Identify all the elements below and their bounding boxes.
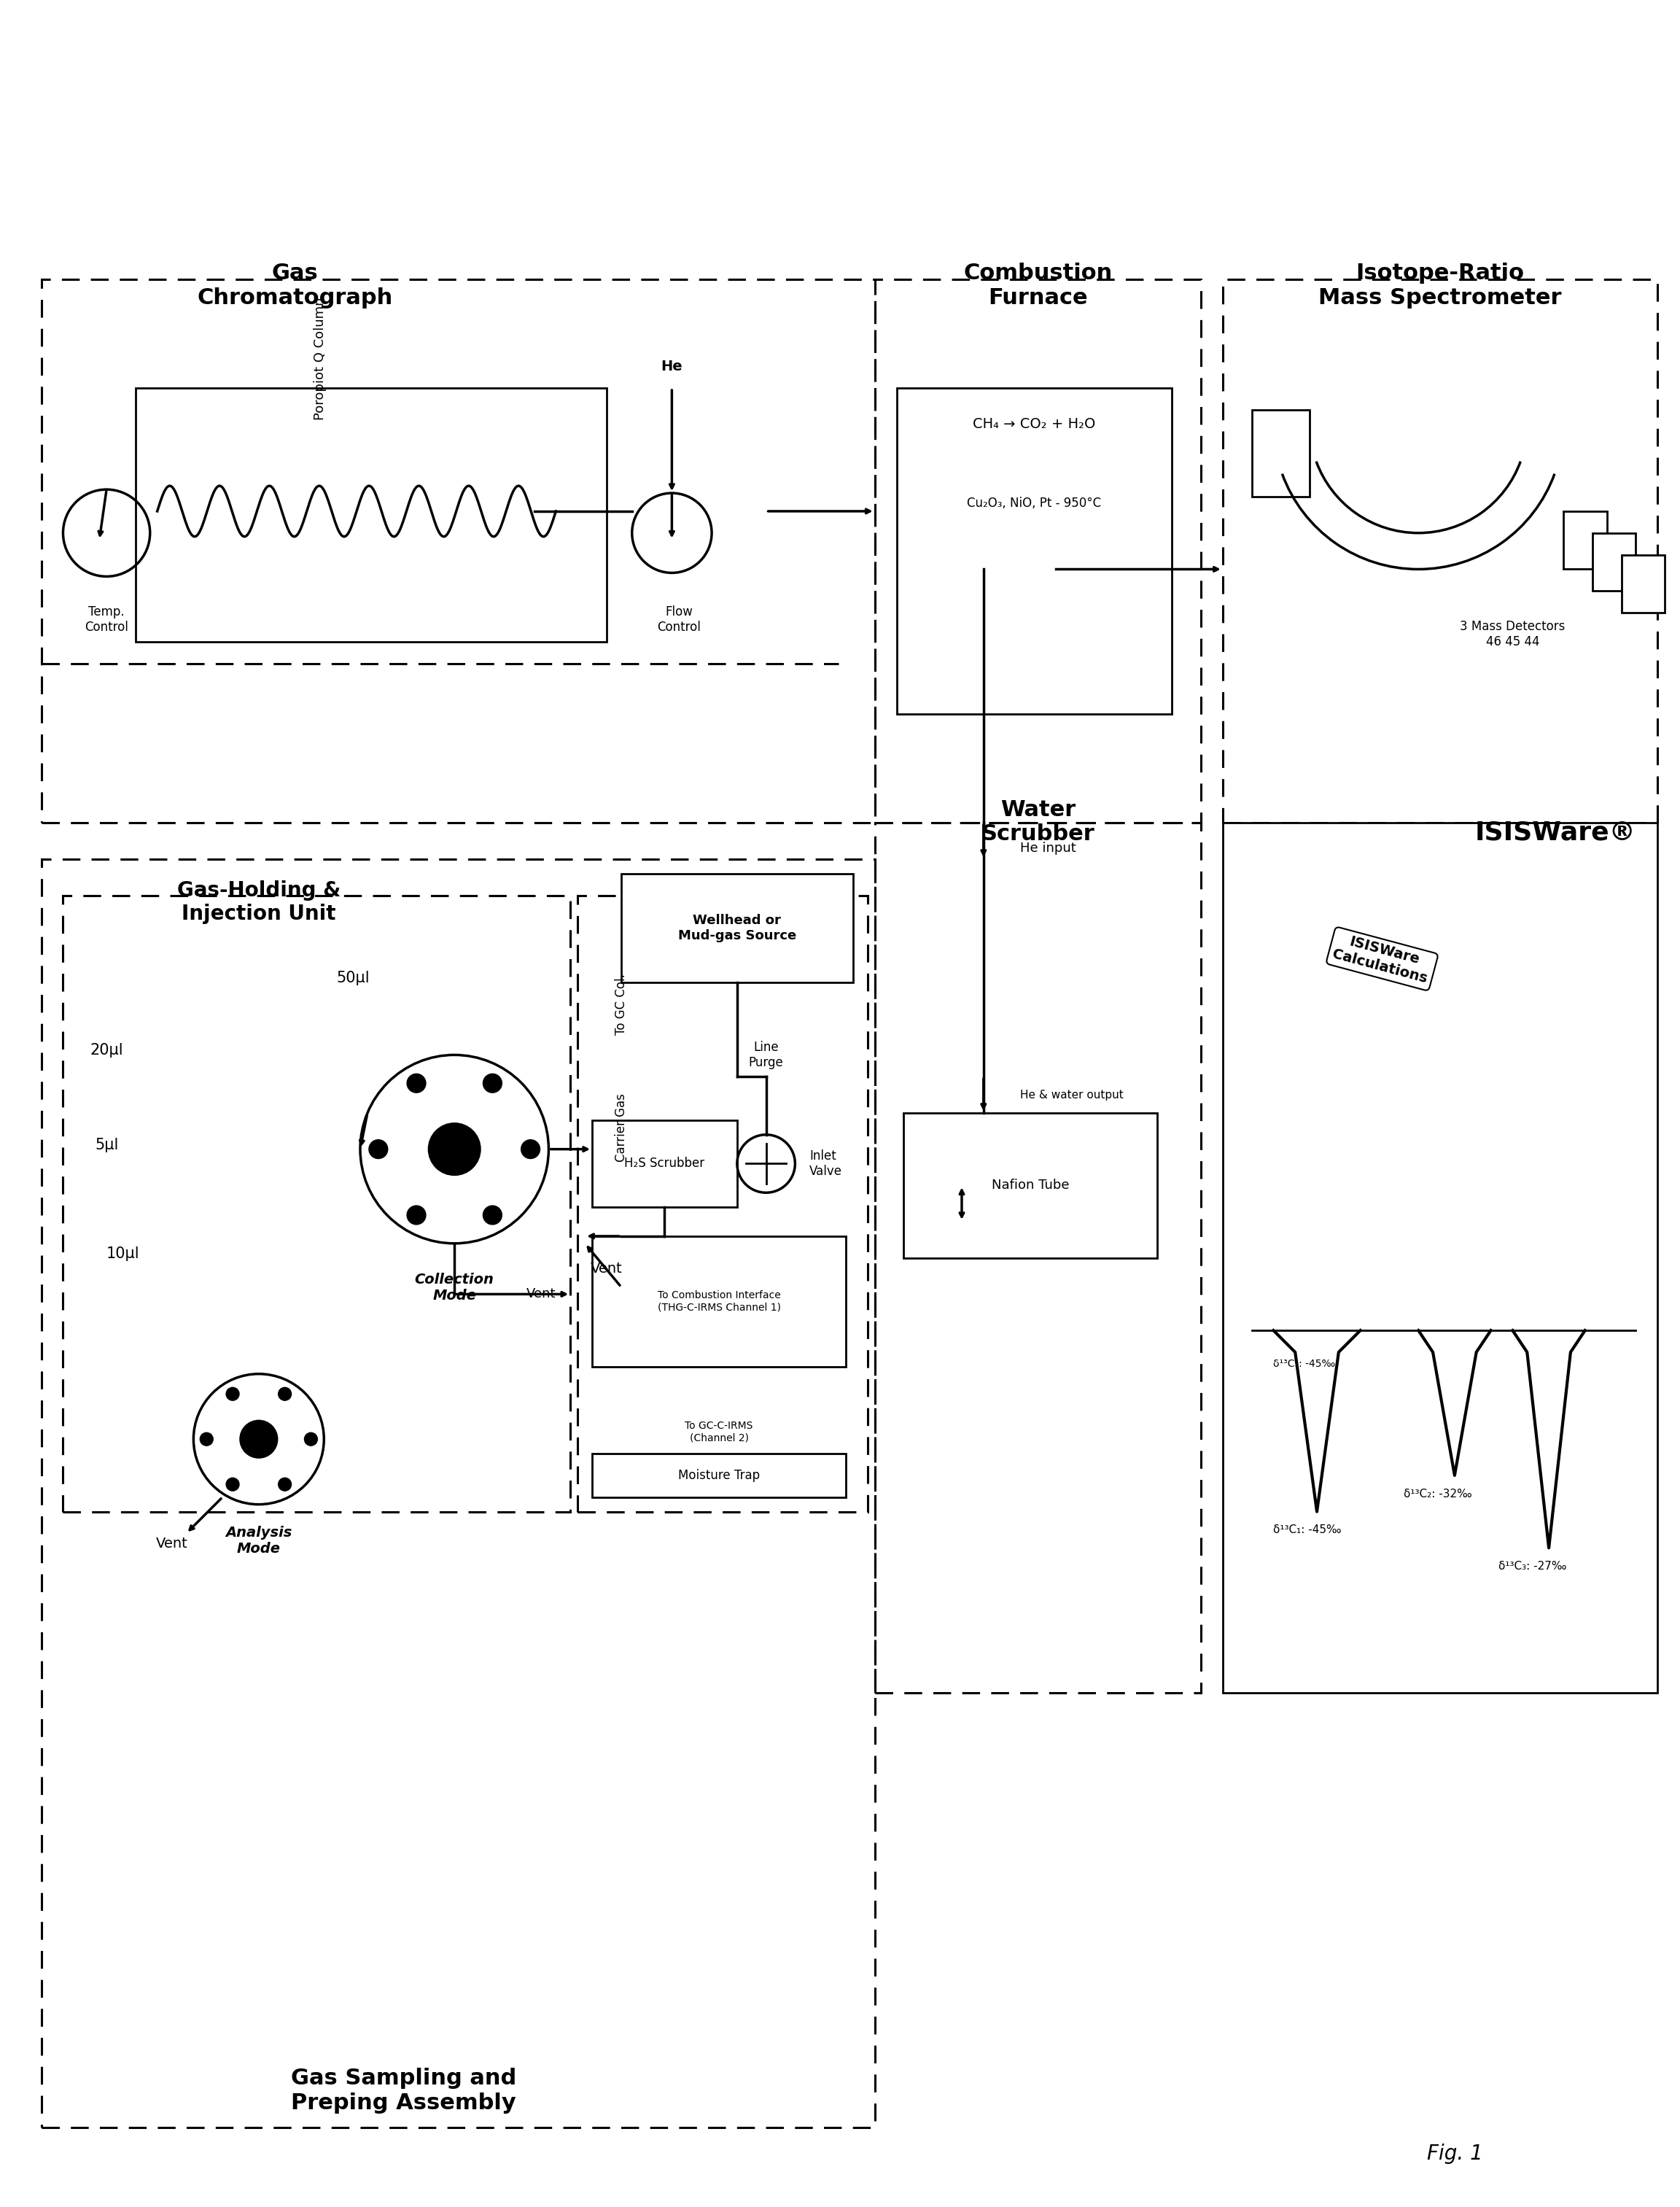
Text: Carrier Gas: Carrier Gas (615, 1092, 628, 1161)
Text: He input: He input (1020, 841, 1075, 854)
Text: Nafion Tube: Nafion Tube (991, 1179, 1070, 1192)
Text: 20μl: 20μl (91, 1044, 123, 1057)
Text: δ¹³C₁: -45‰: δ¹³C₁: -45‰ (1273, 1360, 1336, 1368)
Text: Flow
Control: Flow Control (657, 605, 701, 633)
Text: Wellhead or
Mud-gas Source: Wellhead or Mud-gas Source (679, 914, 796, 942)
Bar (1621, 554, 1665, 614)
Bar (64, 896, 571, 1512)
Bar (1564, 512, 1606, 569)
Text: 50μl: 50μl (336, 971, 370, 984)
Bar (591, 1454, 845, 1496)
Circle shape (521, 1139, 539, 1159)
Text: To Combustion Interface
(THG-C-IRMS Channel 1): To Combustion Interface (THG-C-IRMS Chan… (657, 1291, 781, 1313)
Text: Gas
Chromatograph: Gas Chromatograph (197, 263, 393, 309)
Circle shape (279, 1388, 291, 1401)
Bar (591, 1236, 845, 1366)
Bar (622, 874, 853, 982)
Text: Temp.
Control: Temp. Control (84, 605, 128, 633)
Bar (42, 280, 875, 823)
Text: Moisture Trap: Moisture Trap (679, 1470, 759, 1481)
Text: 5μl: 5μl (94, 1137, 118, 1152)
Text: H₂S Scrubber: H₂S Scrubber (625, 1156, 704, 1170)
Bar (1223, 280, 1658, 823)
Text: He & water output: He & water output (1020, 1090, 1124, 1101)
Text: Water
Scrubber: Water Scrubber (981, 799, 1095, 845)
Bar (136, 388, 606, 642)
Text: Gas-Holding &
Injection Unit: Gas-Holding & Injection Unit (176, 881, 341, 925)
Bar (875, 823, 1201, 1693)
Text: CH₄ → CO₂ + H₂O: CH₄ → CO₂ + H₂O (973, 417, 1095, 430)
Bar (578, 896, 867, 1512)
Text: Poropiot Q Column: Poropiot Q Column (314, 298, 328, 419)
Circle shape (484, 1075, 502, 1092)
Circle shape (279, 1479, 291, 1492)
Text: He: He (660, 360, 682, 373)
Text: ISISWare®: ISISWare® (1475, 819, 1636, 845)
Circle shape (240, 1421, 277, 1457)
Circle shape (304, 1432, 318, 1446)
Text: δ¹³C₁: -45‰: δ¹³C₁: -45‰ (1273, 1525, 1342, 1536)
Text: Vent: Vent (156, 1536, 188, 1552)
Text: Line
Purge: Line Purge (749, 1042, 783, 1068)
Bar (904, 1112, 1158, 1258)
Text: To GC Col.: To GC Col. (615, 973, 628, 1035)
Text: Fig. 1: Fig. 1 (1426, 2143, 1482, 2165)
Text: Cu₂O₃, NiO, Pt - 950°C: Cu₂O₃, NiO, Pt - 950°C (968, 497, 1102, 510)
Text: Inlet
Valve: Inlet Valve (810, 1150, 842, 1179)
Circle shape (227, 1388, 239, 1401)
Text: 3 Mass Detectors
46 45 44: 3 Mass Detectors 46 45 44 (1460, 620, 1566, 649)
Text: Combustion
Furnace: Combustion Furnace (963, 263, 1112, 309)
Circle shape (484, 1205, 502, 1225)
Circle shape (428, 1123, 480, 1174)
Circle shape (407, 1205, 425, 1225)
Text: 10μl: 10μl (106, 1247, 139, 1260)
Bar (897, 388, 1173, 715)
Bar (875, 280, 1201, 823)
Text: δ¹³C₃: -27‰: δ¹³C₃: -27‰ (1499, 1560, 1566, 1571)
Text: To GC-C-IRMS
(Channel 2): To GC-C-IRMS (Channel 2) (685, 1421, 753, 1443)
Circle shape (407, 1075, 425, 1092)
Circle shape (200, 1432, 213, 1446)
Text: Isotope-Ratio
Mass Spectrometer: Isotope-Ratio Mass Spectrometer (1319, 263, 1562, 309)
Bar (42, 859, 875, 2128)
Text: Analysis
Mode: Analysis Mode (225, 1527, 292, 1556)
Bar (1252, 411, 1310, 497)
Text: Gas Sampling and
Preping Assembly: Gas Sampling and Preping Assembly (291, 2068, 516, 2114)
Circle shape (227, 1479, 239, 1492)
Circle shape (370, 1139, 388, 1159)
Bar (1593, 532, 1636, 591)
Text: Vent: Vent (591, 1262, 623, 1276)
Text: ISISWare
Calculations: ISISWare Calculations (1331, 931, 1433, 987)
Text: Collection
Mode: Collection Mode (415, 1273, 494, 1302)
Text: δ¹³C₂: -32‰: δ¹³C₂: -32‰ (1404, 1488, 1472, 1499)
Bar (591, 1121, 738, 1207)
Text: Vent: Vent (526, 1287, 556, 1300)
Bar (1223, 823, 1658, 1693)
